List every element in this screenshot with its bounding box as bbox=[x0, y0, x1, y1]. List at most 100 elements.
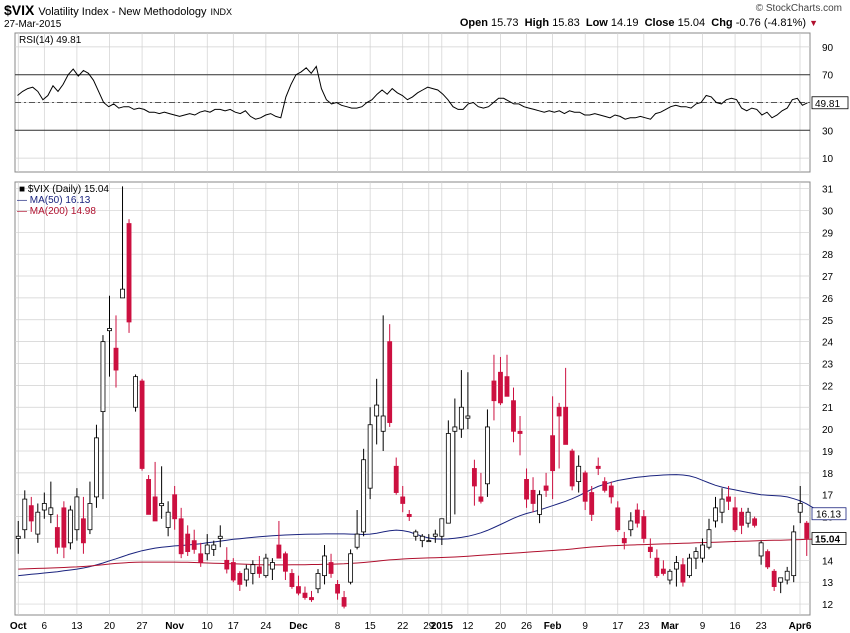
candle-body bbox=[243, 568, 249, 581]
candle bbox=[178, 507, 184, 559]
rsi-tick-label: 10 bbox=[822, 154, 834, 165]
chg-value: -0.76 (-4.81%) bbox=[735, 17, 807, 29]
candle-body bbox=[713, 507, 718, 522]
candle bbox=[752, 516, 758, 528]
candle bbox=[211, 540, 217, 556]
candle-body bbox=[178, 518, 184, 555]
candle-body bbox=[48, 507, 54, 515]
candle bbox=[687, 553, 692, 578]
candle bbox=[61, 501, 67, 559]
candle bbox=[126, 219, 132, 333]
candle bbox=[283, 551, 288, 581]
x-tick-label: 20 bbox=[495, 621, 507, 632]
candle bbox=[146, 475, 152, 515]
candle bbox=[191, 529, 197, 554]
x-tick-label: Apr6 bbox=[789, 621, 812, 632]
candle-body bbox=[406, 514, 412, 517]
candle-body bbox=[269, 562, 275, 570]
candle bbox=[152, 461, 158, 522]
candle-body bbox=[524, 479, 529, 500]
candle-body bbox=[432, 533, 438, 537]
candle-body bbox=[791, 531, 797, 577]
candle bbox=[133, 374, 138, 412]
price-legend: ■ $VIX (Daily) 15.04— MA(50) 16.13— MA(2… bbox=[17, 184, 109, 217]
candle bbox=[139, 378, 145, 471]
candle bbox=[458, 370, 464, 438]
candle-body bbox=[341, 597, 347, 607]
ma50-legend: — MA(50) 16.13 bbox=[17, 195, 91, 206]
x-tick-label: 16 bbox=[729, 621, 741, 632]
candle-body bbox=[563, 406, 569, 445]
candle bbox=[172, 485, 178, 530]
candle bbox=[426, 534, 432, 543]
candle-body bbox=[504, 376, 510, 397]
candle bbox=[35, 503, 41, 543]
candle-body bbox=[758, 542, 764, 557]
candle bbox=[302, 586, 308, 600]
candle-body bbox=[335, 583, 340, 594]
candle bbox=[309, 590, 314, 602]
price-tick-label: 13 bbox=[822, 578, 834, 589]
price-tick-label: 20 bbox=[822, 425, 834, 436]
candle-body bbox=[387, 341, 393, 423]
candle bbox=[706, 518, 712, 550]
candle-body bbox=[87, 503, 93, 531]
candle-body bbox=[700, 544, 705, 559]
candle bbox=[87, 481, 93, 535]
candle bbox=[250, 560, 256, 585]
candle-body bbox=[367, 424, 373, 489]
candle bbox=[393, 457, 399, 495]
candle bbox=[478, 472, 484, 504]
candle bbox=[289, 569, 295, 589]
candle-body bbox=[471, 468, 477, 487]
candle bbox=[491, 354, 497, 421]
price-tick-label: 26 bbox=[822, 294, 834, 305]
candle-body bbox=[595, 465, 601, 469]
candle-body bbox=[582, 472, 588, 502]
rsi-tick-label: 30 bbox=[822, 126, 834, 137]
candle bbox=[667, 569, 673, 585]
candle bbox=[387, 324, 393, 427]
candle bbox=[550, 396, 556, 500]
candle bbox=[556, 402, 562, 469]
candle-body bbox=[634, 509, 640, 524]
candle-body bbox=[296, 586, 301, 594]
candle-body bbox=[654, 557, 660, 577]
candle bbox=[165, 501, 171, 537]
candle-body bbox=[67, 509, 73, 544]
candle bbox=[700, 538, 705, 563]
candle-body bbox=[589, 492, 595, 515]
candle bbox=[15, 520, 21, 554]
candle-body bbox=[726, 496, 731, 502]
high-value: 15.83 bbox=[552, 17, 580, 29]
candle bbox=[256, 555, 262, 578]
candle-body bbox=[126, 223, 132, 323]
ma50-last-value: 16.13 bbox=[816, 510, 841, 521]
candle-body bbox=[152, 496, 158, 522]
brand-credit: © StockCharts.com bbox=[755, 3, 842, 14]
candle-body bbox=[204, 544, 210, 555]
candle-body bbox=[569, 450, 575, 487]
symbol: $VIX bbox=[4, 2, 35, 18]
candle-body bbox=[511, 400, 516, 432]
candle bbox=[732, 496, 738, 532]
high-label: High bbox=[524, 17, 550, 29]
candle-body bbox=[687, 557, 692, 577]
x-tick-label: 2015 bbox=[431, 621, 454, 632]
close-last-value: 15.04 bbox=[815, 534, 840, 545]
candle bbox=[621, 531, 627, 550]
candle bbox=[28, 496, 34, 532]
candle-body bbox=[35, 511, 41, 535]
candle-body bbox=[608, 485, 614, 498]
candle bbox=[445, 420, 451, 524]
candle-body bbox=[22, 498, 28, 531]
x-tick-label: 9 bbox=[582, 621, 588, 632]
price-tick-label: 17 bbox=[822, 491, 834, 502]
candle-body bbox=[667, 570, 673, 581]
candle-body bbox=[660, 568, 666, 574]
candle-body bbox=[673, 562, 679, 570]
open-value: 15.73 bbox=[491, 17, 519, 29]
candle-body bbox=[159, 503, 165, 507]
candle bbox=[452, 398, 458, 515]
candle bbox=[758, 540, 764, 565]
